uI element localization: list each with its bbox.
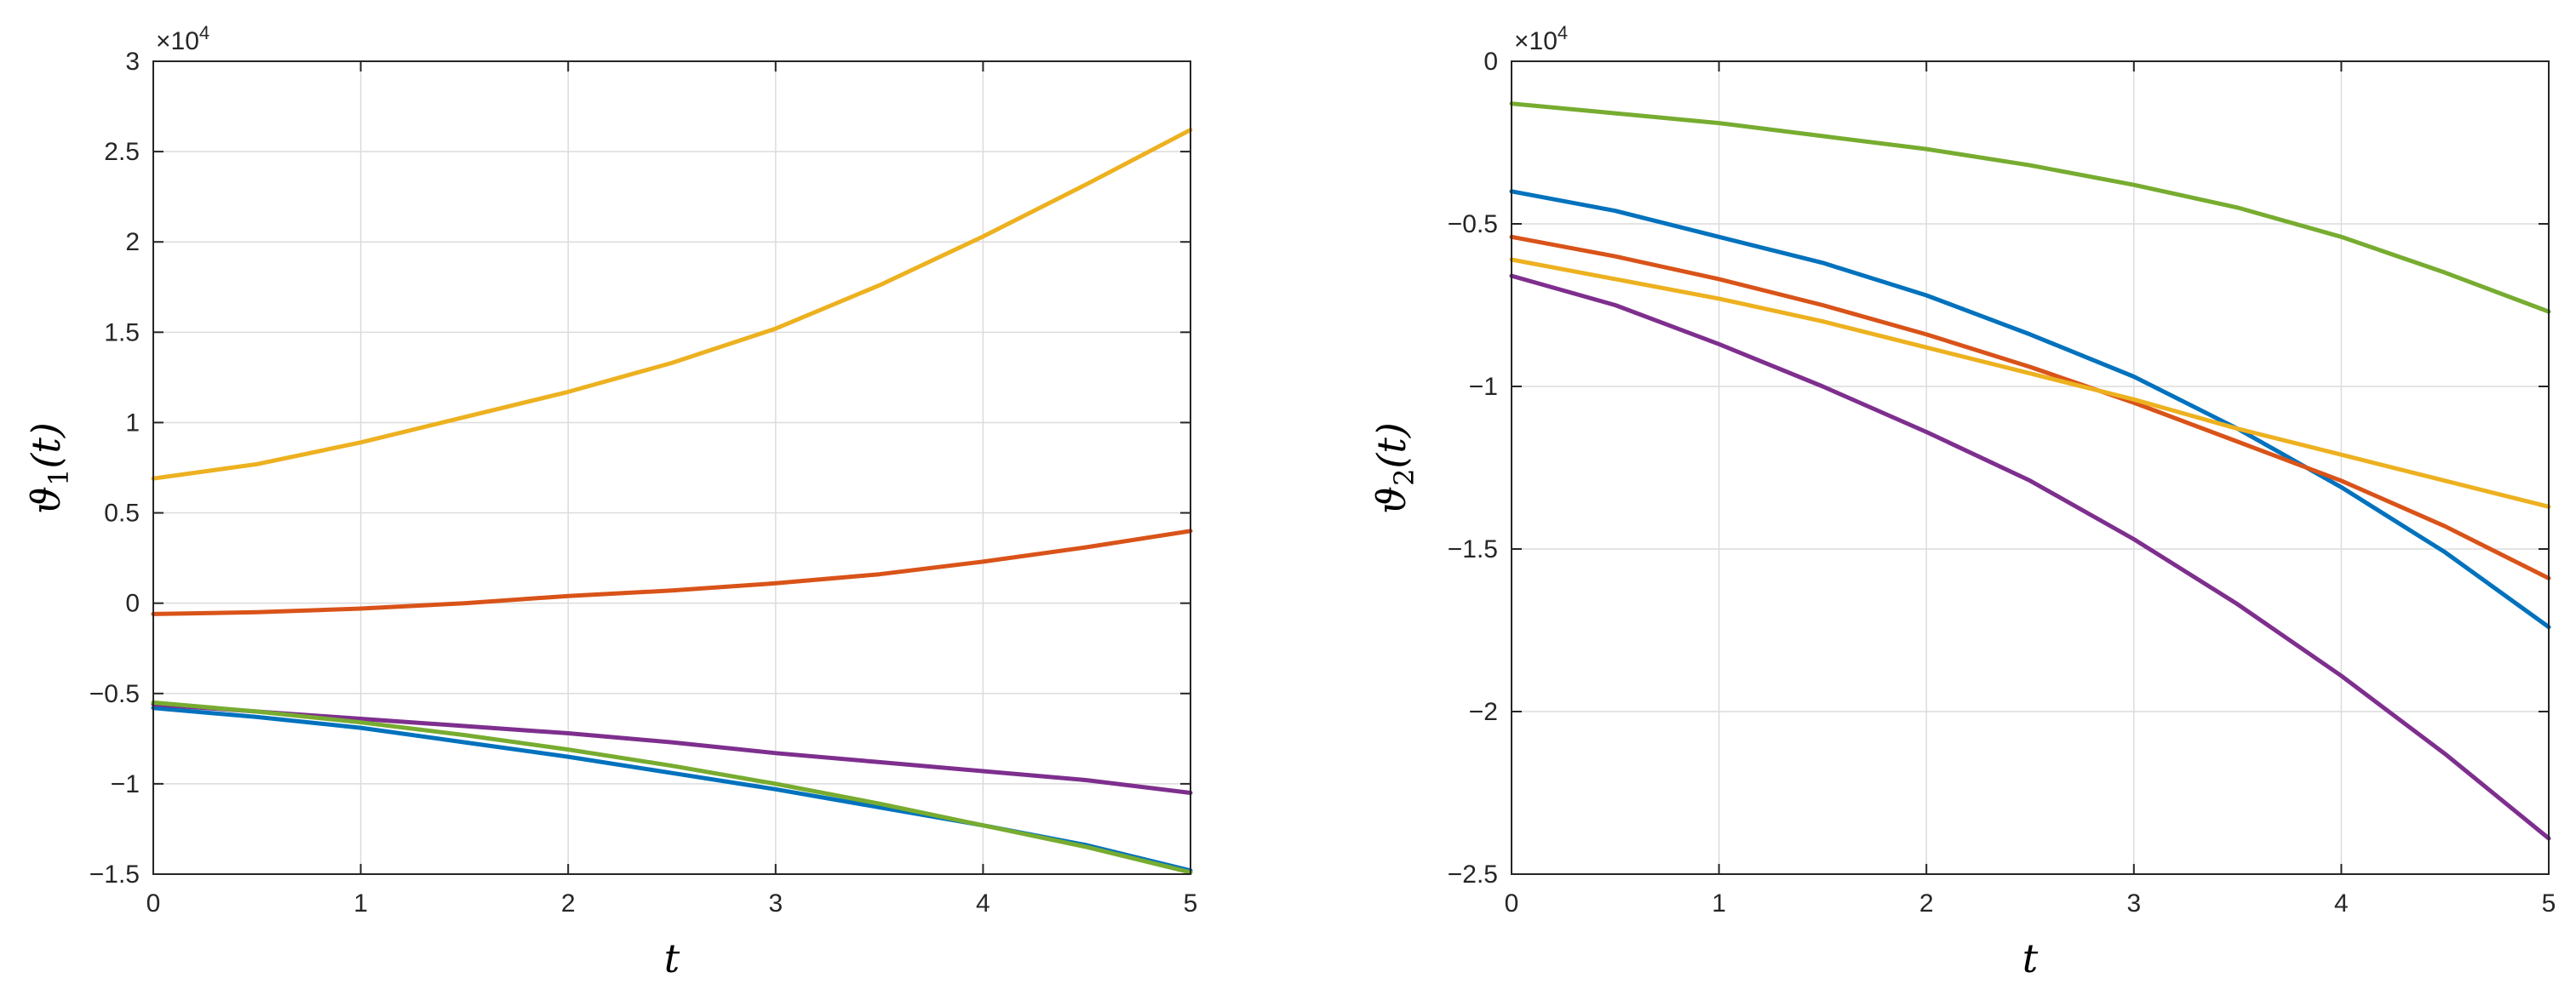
x-tick-label: 1: [1712, 889, 1726, 918]
y-tick-label: 2: [125, 228, 140, 256]
ticks-theta1: [152, 60, 1191, 875]
y-tick-label: −1: [1469, 373, 1498, 401]
y-tick-label: −1.5: [1448, 535, 1498, 563]
y-exponent-label-theta1: ×104: [156, 22, 209, 55]
y-tick-label: 1: [125, 409, 140, 437]
x-tick-labels-theta1: 0 1 2 3 4 5: [146, 889, 1198, 918]
x-tick-label: 2: [1919, 889, 1934, 918]
ticks-theta2: [1511, 60, 2550, 875]
series-line-3-theta2: [1509, 257, 2551, 509]
y-axis-label-theta2: ϑ2(t): [1368, 422, 1420, 514]
x-tick-label: 5: [1184, 889, 1198, 918]
x-tick-label: 4: [976, 889, 990, 918]
y-axis-label-theta1: ϑ1(t): [23, 422, 75, 514]
x-tick-label: 3: [768, 889, 783, 918]
chart-theta2: 0 1 2 3 4 5 −2.5 −2 −1.5 −1 −0.5 0 ×104 t ϑ2(t): [1368, 22, 2556, 981]
y-tick-label: −1: [111, 770, 140, 798]
series-line-3-theta1: [151, 128, 1193, 481]
series-line-4-theta1: [151, 702, 1193, 795]
y-tick-label: 0.5: [104, 500, 140, 528]
x-axis-label-theta1: t: [664, 935, 680, 981]
series-group-theta2: [1509, 101, 2551, 841]
x-tick-label: 2: [561, 889, 576, 918]
series-line-1-theta2: [1509, 189, 2551, 630]
y-exponent-label-theta2: ×104: [1514, 22, 1568, 55]
x-tick-label: 0: [146, 889, 161, 918]
series-line-2-theta2: [1509, 234, 2551, 580]
series-line-2-theta1: [151, 529, 1193, 616]
y-tick-label: 0: [1483, 48, 1498, 76]
y-tick-label: −0.5: [89, 680, 140, 708]
y-tick-label: 2.5: [104, 138, 140, 166]
y-tick-label: −2.5: [1448, 861, 1498, 889]
y-tick-label: −0.5: [1448, 210, 1498, 238]
y-tick-label: −1.5: [89, 861, 140, 889]
x-tick-label: 1: [353, 889, 368, 918]
series-line-5-theta2: [1509, 101, 2551, 314]
series-line-4-theta2: [1509, 273, 2551, 841]
axes-frame-theta1: [152, 60, 1191, 875]
y-tick-label: 3: [125, 48, 140, 76]
series-group-theta1: [151, 128, 1193, 875]
series-line-5-theta1: [151, 700, 1193, 875]
x-tick-labels-theta2: 0 1 2 3 4 5: [1505, 889, 2556, 918]
y-tick-labels-theta1: −1.5 −1 −0.5 0 0.5 1 1.5 2 2.5 3: [89, 48, 140, 889]
y-tick-label: 1.5: [104, 318, 140, 346]
x-axis-label-theta2: t: [2022, 935, 2039, 981]
chart-theta1: 0 1 2 3 4 5 −1.5 −1 −0.5 0 0.5 1 1.5 2 2.5 3 ×104 t ϑ1…: [23, 22, 1197, 981]
x-tick-label: 5: [2542, 889, 2556, 918]
y-tick-labels-theta2: −2.5 −2 −1.5 −1 −0.5 0: [1448, 48, 1498, 889]
x-tick-label: 3: [2126, 889, 2141, 918]
axes-frame-theta2: [1511, 60, 2550, 875]
x-tick-label: 4: [2334, 889, 2349, 918]
y-tick-label: 0: [125, 590, 140, 618]
x-tick-label: 0: [1505, 889, 1519, 918]
y-tick-label: −2: [1469, 698, 1498, 726]
